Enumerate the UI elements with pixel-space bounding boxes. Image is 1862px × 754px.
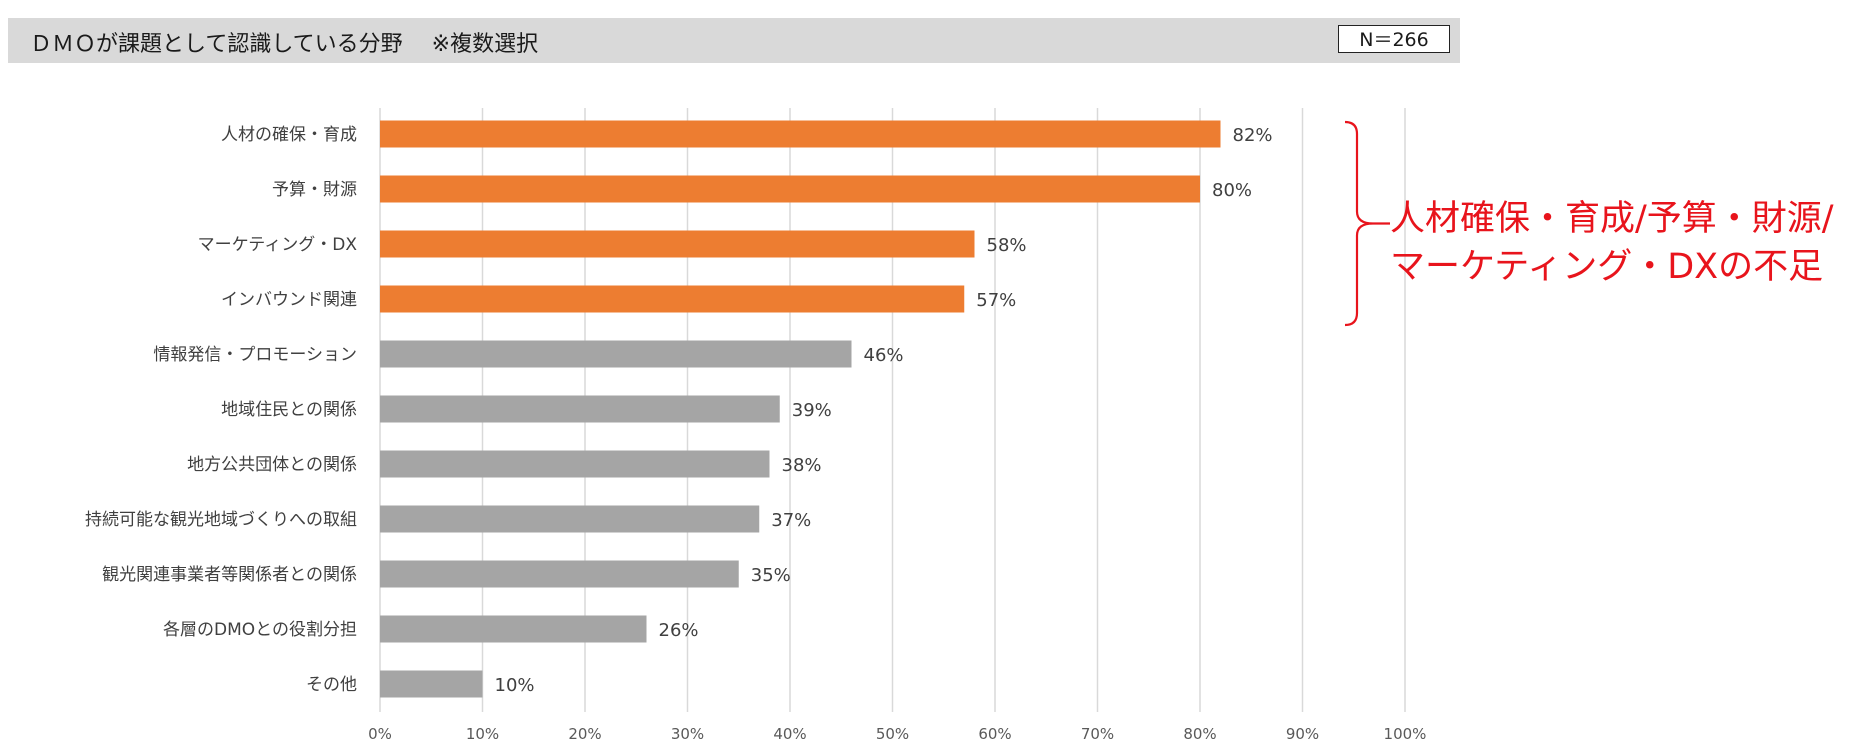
- bar: [380, 285, 965, 313]
- category-label: 人材の確保・育成: [221, 125, 357, 145]
- category-label: インバウンド関連: [221, 290, 357, 310]
- annotation-line-2: マーケティング・DXの不足: [1390, 247, 1824, 287]
- bar: [380, 175, 1200, 203]
- annotation-line-1: 人材確保・育成/予算・財源/: [1390, 199, 1834, 239]
- bar: [380, 615, 647, 643]
- x-tick-label: 30%: [671, 725, 704, 743]
- x-tick-label: 70%: [1081, 725, 1114, 743]
- x-tick-label: 100%: [1384, 725, 1427, 743]
- bar: [380, 120, 1221, 148]
- x-tick-label: 60%: [978, 725, 1011, 743]
- x-tick-label: 20%: [568, 725, 601, 743]
- data-label: 39%: [792, 400, 832, 421]
- x-tick-label: 50%: [876, 725, 909, 743]
- category-label: 持続可能な観光地域づくりへの取組: [85, 510, 357, 530]
- category-label: 地域住民との関係: [221, 400, 357, 420]
- category-label: マーケティング・DX: [198, 235, 358, 255]
- data-label: 82%: [1233, 125, 1273, 146]
- x-tick-label: 0%: [368, 725, 392, 743]
- bar: [380, 670, 483, 698]
- data-label: 26%: [659, 620, 699, 641]
- data-label: 35%: [751, 565, 791, 586]
- annotation-text: 人材確保・育成/予算・財源/ マーケティング・DXの不足: [1390, 195, 1834, 291]
- category-label: 予算・財源: [272, 180, 357, 200]
- bar: [380, 505, 760, 533]
- x-tick-label: 90%: [1286, 725, 1319, 743]
- bar: [380, 395, 780, 423]
- data-label: 38%: [782, 455, 822, 476]
- category-label: 各層のDMOとの役割分担: [163, 620, 357, 640]
- curly-brace: [1344, 120, 1374, 327]
- bar: [380, 560, 739, 588]
- chart-title: ＤＭＯが課題として認識している分野 ※複数選択: [30, 32, 539, 57]
- category-label: その他: [306, 675, 357, 695]
- category-label: 地方公共団体との関係: [187, 455, 357, 475]
- bar: [380, 340, 852, 368]
- header-bar: ＤＭＯが課題として認識している分野 ※複数選択 N＝266: [8, 18, 1460, 63]
- bar: [380, 450, 770, 478]
- data-label: 10%: [495, 675, 535, 696]
- category-label: 情報発信・プロモーション: [153, 345, 357, 365]
- x-tick-label: 80%: [1183, 725, 1216, 743]
- data-label: 37%: [771, 510, 811, 531]
- bar: [380, 230, 975, 258]
- data-label: 57%: [976, 290, 1016, 311]
- data-label: 46%: [864, 345, 904, 366]
- data-label: 58%: [987, 235, 1027, 256]
- data-label: 80%: [1212, 180, 1252, 201]
- x-tick-label: 40%: [773, 725, 806, 743]
- sample-size-box: N＝266: [1338, 25, 1450, 53]
- category-label: 観光関連事業者等関係者との関係: [102, 565, 357, 585]
- x-tick-label: 10%: [466, 725, 499, 743]
